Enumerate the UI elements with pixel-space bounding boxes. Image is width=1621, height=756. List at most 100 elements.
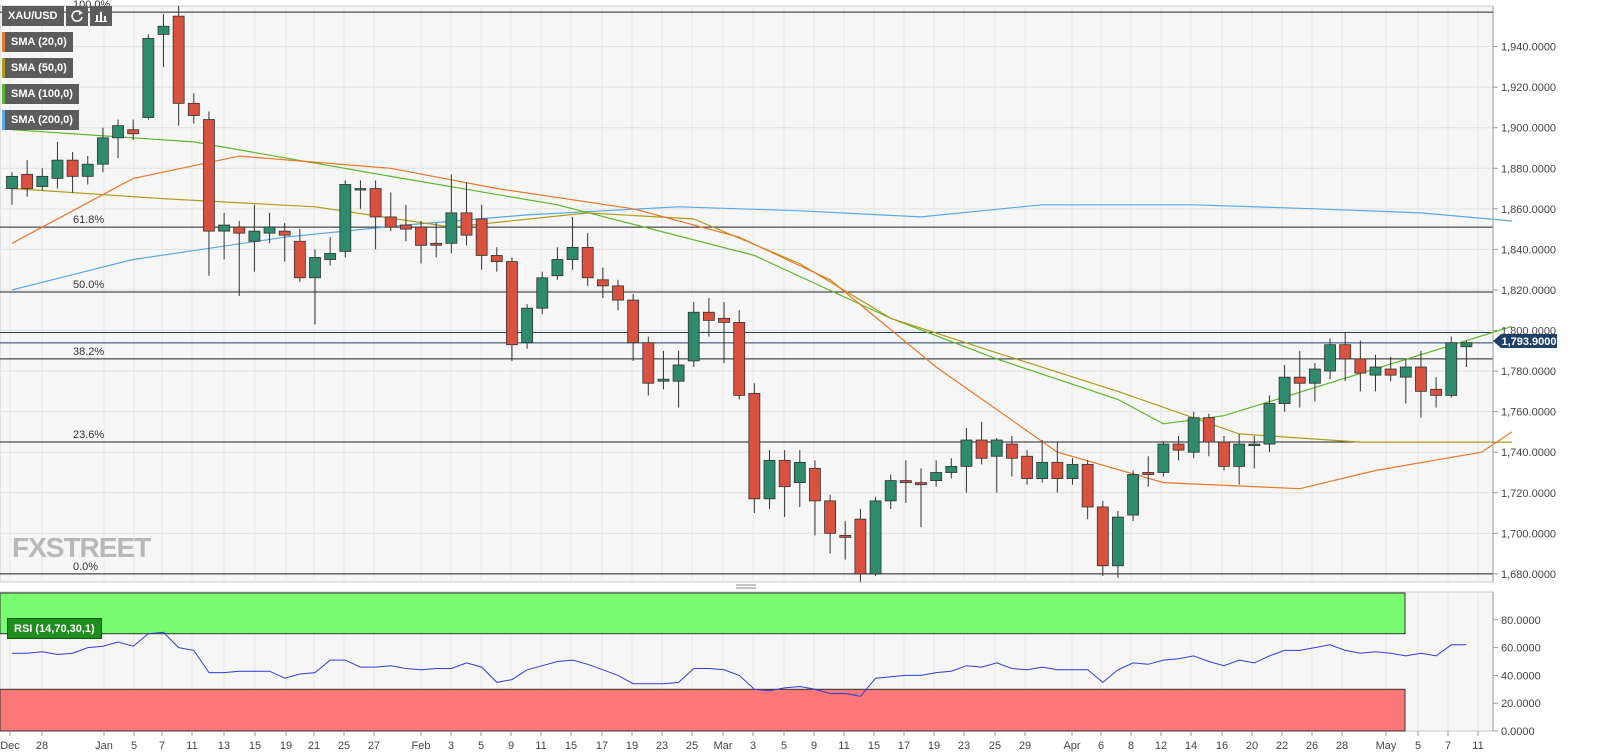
candle <box>642 336 655 396</box>
candle-body <box>733 321 746 396</box>
bar-chart-icon[interactable] <box>89 6 112 26</box>
candle <box>884 474 897 509</box>
candle-body <box>839 534 852 538</box>
candle-body <box>1430 388 1442 396</box>
candle <box>339 180 352 258</box>
candle-body <box>1263 403 1276 445</box>
candle <box>1172 435 1185 461</box>
candle-body <box>824 500 836 534</box>
candle-body <box>475 218 488 256</box>
candle-body <box>81 163 94 177</box>
legend-sma-50[interactable]: SMA (50,0) <box>2 58 73 78</box>
sma-20-swatch <box>2 32 5 52</box>
candle <box>1430 377 1442 408</box>
candle <box>975 421 988 465</box>
x-tick-label: 19 <box>626 740 638 752</box>
candle <box>703 298 715 337</box>
candle <box>187 93 200 124</box>
candle <box>415 220 427 264</box>
candle-body <box>778 459 791 488</box>
sma-200-swatch <box>2 110 5 130</box>
candle-body <box>354 188 367 191</box>
x-tick-label: Apr <box>1063 740 1080 752</box>
candle-body <box>566 246 579 260</box>
candle-body <box>718 317 730 323</box>
rsi-line <box>12 631 1467 697</box>
candle <box>1112 511 1124 578</box>
y-tick-label: 1,680.0000 <box>1501 569 1556 581</box>
candle <box>839 521 852 560</box>
toolbar: XAU/USD <box>2 6 112 26</box>
x-tick-label: 29 <box>1019 740 1031 752</box>
candle-body <box>1127 474 1139 516</box>
x-tick-label: 3 <box>750 740 756 752</box>
candle-body <box>793 461 806 484</box>
candle <box>1415 350 1427 418</box>
candle-body <box>1354 358 1367 374</box>
candle <box>930 460 943 487</box>
candle-body <box>203 119 215 232</box>
legend-sma-20[interactable]: SMA (20,0) <box>2 32 73 52</box>
y-tick-label: 1,700.0000 <box>1501 528 1556 540</box>
x-tick-label: 14 <box>1185 740 1197 752</box>
panel-resize-handle[interactable] <box>736 584 756 589</box>
svg-text:1,793.9000: 1,793.9000 <box>1501 336 1556 348</box>
x-tick-label: 25 <box>686 740 698 752</box>
candle <box>945 458 958 479</box>
x-tick-label: 7 <box>1445 740 1451 752</box>
x-tick-label: 13 <box>218 740 230 752</box>
candle-body <box>1142 472 1155 475</box>
candle <box>384 192 397 232</box>
candle <box>475 204 488 270</box>
candle-body <box>672 364 685 382</box>
rsi-panel: 0.0000 20.0000 40.0000 60.0000 80.0000 <box>0 592 1541 738</box>
x-tick-label: 8 <box>1128 740 1134 752</box>
candle <box>51 141 64 189</box>
fib-label: 61.8% <box>73 214 104 226</box>
y-tick-label: 1,820.0000 <box>1501 285 1556 297</box>
watermark-logo: FXSTREET <box>12 532 151 563</box>
x-tick-label: 20 <box>1246 740 1258 752</box>
fib-label: 100.0% <box>73 0 111 11</box>
candle <box>566 216 579 270</box>
candle <box>1187 411 1200 459</box>
candle-body <box>1233 443 1246 467</box>
candle <box>506 257 518 361</box>
candle-body <box>627 299 640 344</box>
x-tick-label: 11 <box>186 740 197 752</box>
refresh-icon[interactable] <box>65 6 88 26</box>
candle <box>793 450 806 507</box>
candle-body <box>1066 463 1079 479</box>
candle <box>551 247 564 280</box>
candle <box>657 350 670 390</box>
symbol-button[interactable]: XAU/USD <box>2 6 64 26</box>
candle-body <box>21 173 34 189</box>
rsi-tick-label: 0.0000 <box>1501 726 1535 738</box>
legend-label: SMA (50,0) <box>11 62 67 74</box>
candle <box>1006 435 1018 477</box>
candle-body <box>1112 516 1124 567</box>
x-tick-label: 19 <box>280 740 292 752</box>
x-tick-label: Feb <box>412 740 431 752</box>
legend-sma-200[interactable]: SMA (200,0) <box>2 110 79 130</box>
candle <box>1460 340 1473 368</box>
candle <box>142 34 155 120</box>
candle <box>612 279 624 311</box>
candle <box>112 119 124 159</box>
legend-sma-100[interactable]: SMA (100,0) <box>2 84 79 104</box>
candle-body <box>596 279 609 287</box>
fib-label: 23.6% <box>73 429 104 441</box>
rsi-legend[interactable]: RSI (14,70,30,1) <box>7 618 102 639</box>
candle-body <box>763 459 776 500</box>
y-tick-label: 1,760.0000 <box>1501 407 1556 419</box>
candle-body <box>1339 344 1352 360</box>
candle-body <box>1460 342 1473 348</box>
candle-body <box>218 224 231 232</box>
candle <box>263 212 276 244</box>
candle-body <box>142 38 155 118</box>
candle <box>1036 440 1049 483</box>
y-tick-label: 1,920.0000 <box>1501 82 1556 94</box>
candle-body <box>187 102 200 116</box>
